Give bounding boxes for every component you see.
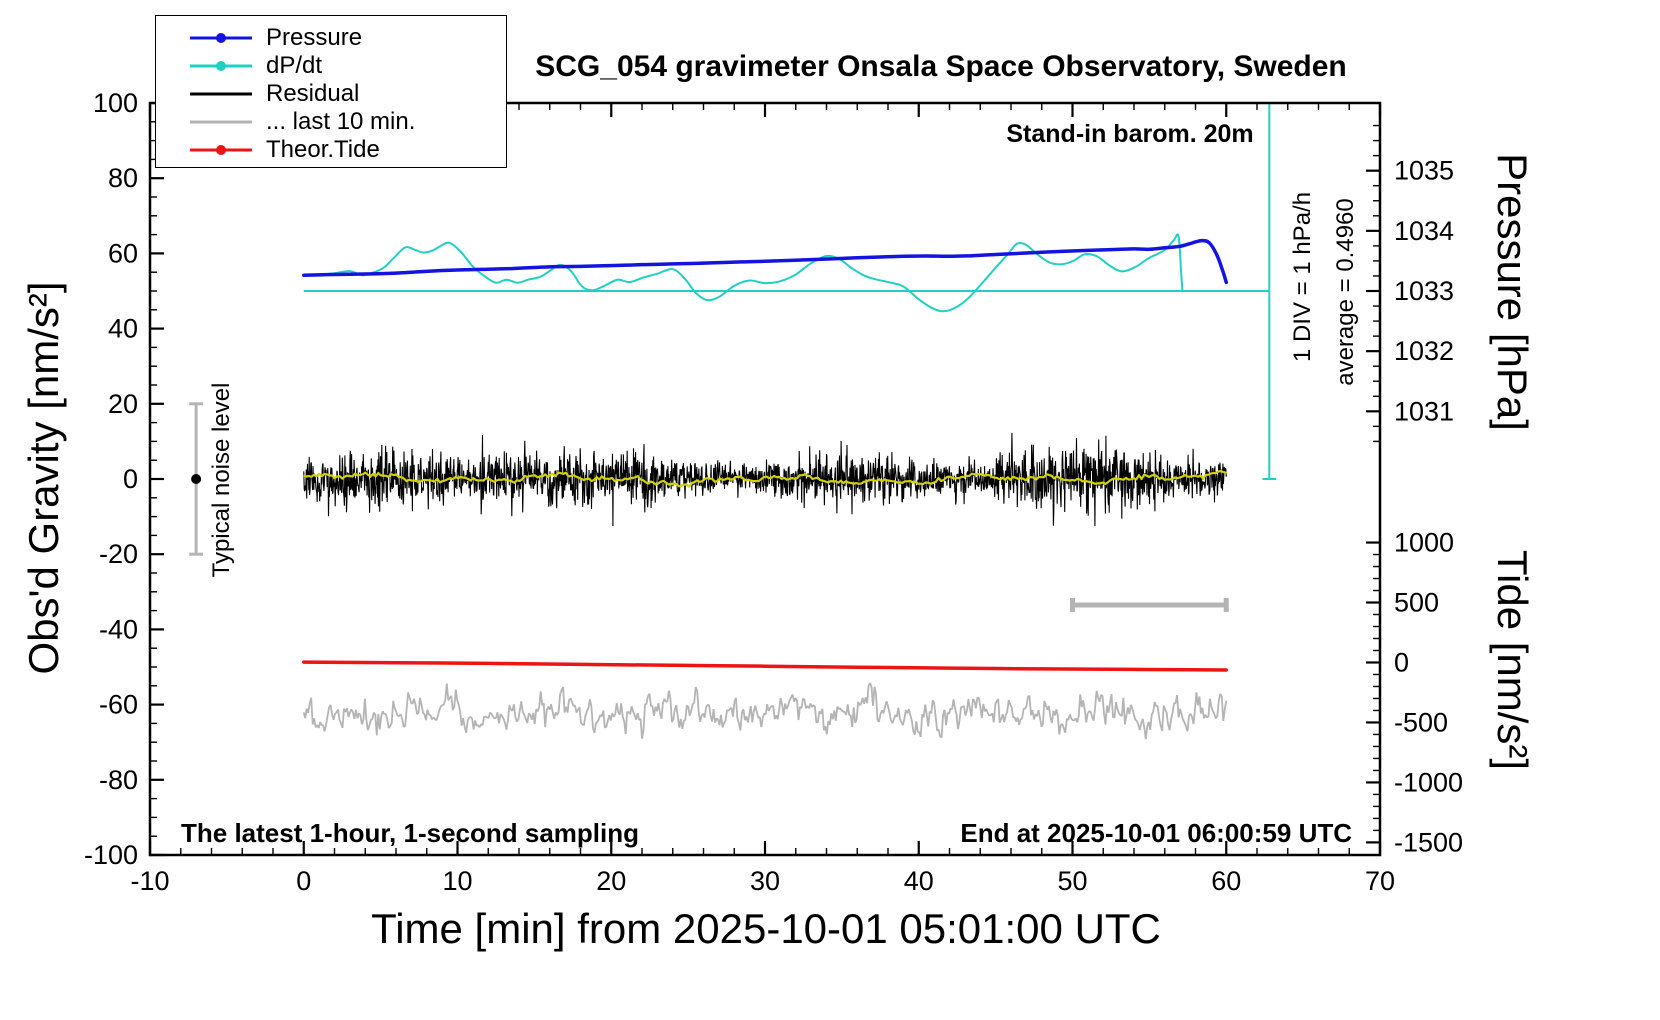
- dpdt-line-icon: [190, 61, 252, 72]
- legend-item-dpdt: dP/dt: [190, 52, 506, 80]
- y-axis-label-tide: Tide [nm/s²]: [1489, 549, 1536, 771]
- legend-item-pressure: Pressure: [190, 24, 506, 52]
- series-last-10-min: [302, 682, 1228, 740]
- pressure-tick-label: 1035: [1394, 156, 1454, 186]
- tide-tick-label: 0: [1394, 647, 1409, 677]
- gravity-tick-label: 0: [123, 464, 138, 494]
- x-tick-label: 60: [1211, 866, 1241, 896]
- noise-level-label: Typical noise level: [208, 382, 235, 578]
- tide-tick-label: 1000: [1394, 528, 1454, 558]
- legend-label: ... last 10 min.: [266, 108, 416, 135]
- barometer-note: Stand-in barom. 20m: [1006, 120, 1254, 148]
- gravity-tick-label: -80: [99, 765, 138, 795]
- gravity-tick-label: -40: [99, 614, 138, 644]
- last10-line-icon: [190, 117, 252, 128]
- chart-title: SCG_054 gravimeter Onsala Space Observat…: [535, 50, 1347, 83]
- gravity-tick-label: -100: [84, 840, 138, 870]
- x-tick-label: 0: [296, 866, 311, 896]
- legend-label: Pressure: [266, 24, 363, 51]
- tide-line-icon: [190, 145, 252, 156]
- axis-ticks: -10 0 10 20 30 40 50 60 70-100-80-60-40-20020406…: [84, 88, 1463, 896]
- gravity-tick-label: 20: [108, 389, 138, 419]
- average-note: average = 0.4960: [1332, 198, 1359, 386]
- legend-label: Theor.Tide: [266, 136, 380, 163]
- residual-line-icon: [190, 89, 252, 100]
- series-residual-smooth: [303, 470, 1227, 488]
- plot-border: [148, 101, 1382, 857]
- tide-tick-label: 500: [1394, 588, 1439, 618]
- x-tick-label: -10: [130, 866, 169, 896]
- tide-tick-label: -1000: [1394, 767, 1463, 797]
- gravity-tick-label: -60: [99, 690, 138, 720]
- pressure-tick-label: 1033: [1394, 276, 1454, 306]
- sampling-note: The latest 1-hour, 1-second sampling: [181, 818, 639, 848]
- series-residual: [303, 432, 1227, 527]
- div-scale-note: 1 DIV = 1 hPa/h: [1289, 191, 1316, 363]
- tide-tick-label: -1500: [1394, 827, 1463, 857]
- x-tick-label: 20: [596, 866, 626, 896]
- y-axis-label-pressure: Pressure [hPa]: [1489, 153, 1536, 431]
- y-axis-label-gravity: Obs'd Gravity [nm/s²]: [20, 281, 67, 675]
- x-tick-label: 10: [442, 866, 472, 896]
- x-tick-label: 70: [1365, 866, 1395, 896]
- legend-label: dP/dt: [266, 52, 323, 79]
- gravity-tick-label: 100: [93, 88, 138, 118]
- x-tick-label: 50: [1057, 866, 1087, 896]
- gravity-tick-label: 80: [108, 163, 138, 193]
- legend-item-residual: Residual: [190, 80, 506, 108]
- series-dpdt: [302, 233, 1184, 313]
- noise-level-dot: [191, 474, 202, 484]
- legend-item-last10: ... last 10 min.: [190, 108, 506, 136]
- legend-label: Residual: [266, 80, 360, 107]
- tide-tick-label: -500: [1394, 707, 1448, 737]
- chart-extras: [189, 102, 1277, 612]
- chart-series: [302, 233, 1270, 740]
- pressure-tick-label: 1034: [1394, 216, 1454, 246]
- pressure-tick-label: 1031: [1394, 396, 1454, 426]
- pressure-tick-label: 1032: [1394, 336, 1454, 366]
- legend-item-theor-tide: Theor.Tide: [190, 136, 506, 164]
- legend: Pressure dP/dt Residual ... last 10 min.…: [155, 15, 507, 168]
- gravity-tick-label: 40: [108, 314, 138, 344]
- x-tick-label: 40: [904, 866, 934, 896]
- series-theor-tide: [302, 660, 1229, 672]
- end-time-note: End at 2025-10-01 06:00:59 UTC: [960, 818, 1352, 848]
- gravity-tick-label: 60: [108, 238, 138, 268]
- series-pressure: [302, 238, 1229, 285]
- gravity-tick-label: -20: [99, 539, 138, 569]
- x-tick-label: 30: [750, 866, 780, 896]
- x-axis-label: Time [min] from 2025-10-01 05:01:00 UTC: [371, 905, 1161, 952]
- pressure-line-icon: [190, 33, 252, 44]
